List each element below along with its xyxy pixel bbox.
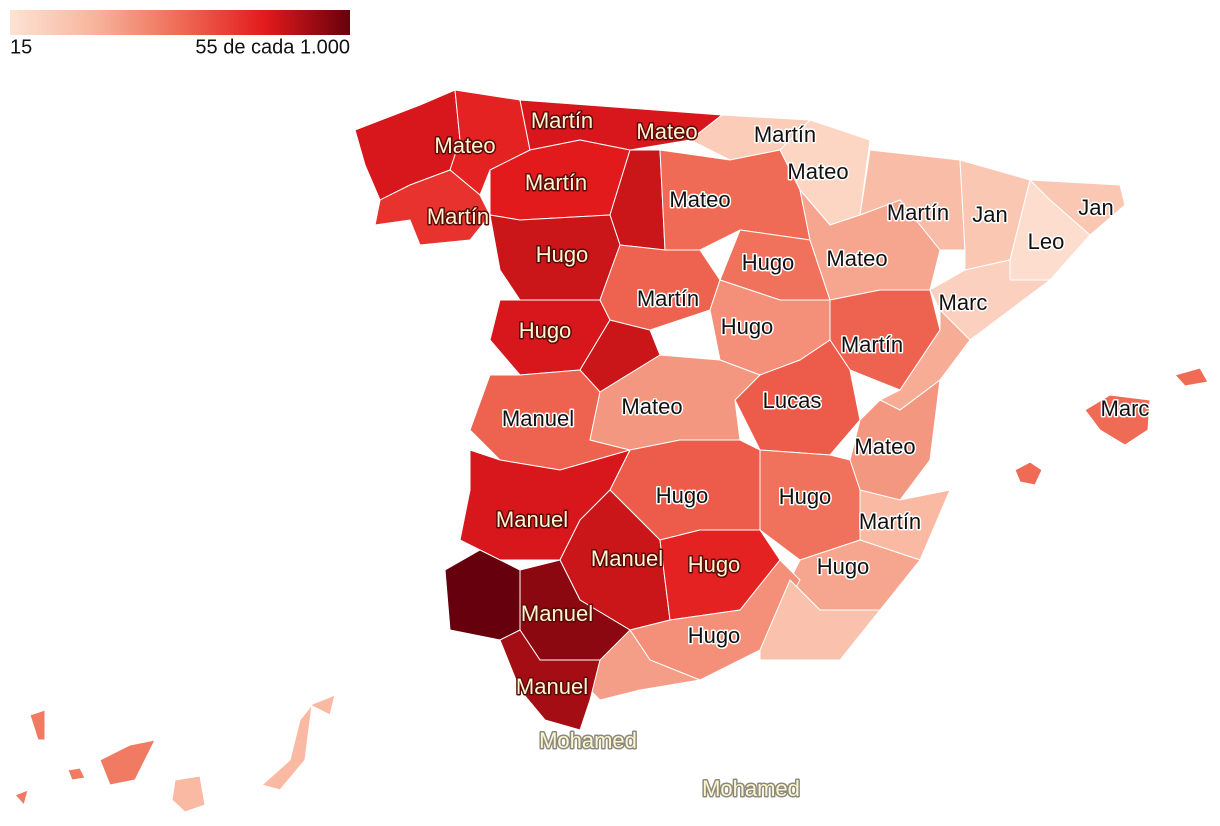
region-label: Hugo (742, 250, 795, 275)
region-label: Mateo (636, 119, 697, 144)
region-label: Hugo (688, 552, 741, 577)
region (444, 549, 521, 641)
region (799, 188, 941, 301)
region-label: Mohamed (539, 728, 637, 753)
region-label: Hugo (817, 554, 870, 579)
region-label: Mateo (854, 434, 915, 459)
region-label: Hugo (519, 318, 572, 343)
region-label: Jan (972, 202, 1007, 227)
region (67, 767, 86, 781)
region-label: Martín (841, 332, 903, 357)
region-label: Hugo (721, 314, 774, 339)
region-label: Hugo (688, 623, 741, 648)
regions (14, 89, 1209, 813)
region-label: Marc (939, 290, 988, 315)
region (1014, 461, 1043, 486)
region-label: Martín (531, 108, 593, 133)
region-label: Lucas (763, 388, 822, 413)
region (14, 789, 29, 807)
region-label: Jan (1078, 195, 1113, 220)
region-label: Martín (887, 200, 949, 225)
region-label: Hugo (536, 242, 589, 267)
legend-bar (10, 10, 350, 35)
region-label: Mateo (434, 133, 495, 158)
region-label: Leo (1028, 229, 1065, 254)
region (308, 694, 336, 716)
legend-max: 55 de cada 1.000 (195, 36, 350, 58)
region-label: Martín (525, 170, 587, 195)
region (260, 703, 313, 791)
region-label: Martín (427, 204, 489, 229)
region (99, 739, 156, 786)
region (589, 354, 761, 451)
region-label: Hugo (656, 483, 709, 508)
region (929, 259, 1052, 341)
region-label: Manuel (521, 601, 593, 626)
region-label: Martín (754, 122, 816, 147)
region-label: Marc (1101, 396, 1150, 421)
region-label: Martín (637, 286, 699, 311)
region-label: Manuel (502, 406, 574, 431)
region-label: Mateo (621, 394, 682, 419)
region-label: Manuel (516, 674, 588, 699)
region-label: Hugo (779, 484, 832, 509)
region-label: Manuel (591, 546, 663, 571)
region-label: Martín (859, 509, 921, 534)
region (29, 709, 46, 741)
region (499, 629, 601, 731)
region (1084, 394, 1151, 446)
region-label: Mohamed (702, 776, 800, 801)
region-label: Mateo (787, 159, 848, 184)
region (171, 775, 206, 813)
legend-min: 15 (10, 36, 32, 58)
region-label: Mateo (826, 246, 887, 271)
region (374, 169, 491, 246)
region (859, 489, 951, 561)
region-label: Mateo (669, 187, 730, 212)
region-label: Manuel (496, 507, 568, 532)
region (1174, 367, 1209, 387)
region (759, 579, 882, 661)
